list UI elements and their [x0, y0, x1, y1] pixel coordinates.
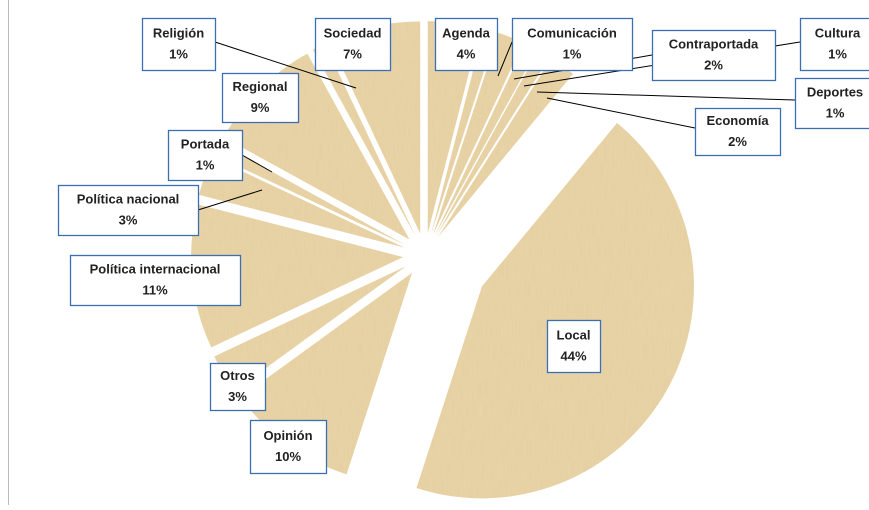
value-label: 3%	[119, 212, 138, 227]
leader-line	[547, 98, 695, 128]
category-label: Opinión	[263, 428, 312, 443]
category-label: Portada	[181, 136, 230, 151]
value-label: 11%	[142, 282, 168, 297]
category-label: Comunicación	[527, 25, 617, 40]
value-label: 2%	[728, 134, 747, 149]
category-label: Política internacional	[90, 261, 221, 276]
category-label: Economía	[706, 113, 769, 128]
category-label: Agenda	[442, 25, 490, 40]
category-label: Política nacional	[77, 191, 180, 206]
value-label: 44%	[560, 348, 586, 363]
category-label: Contraportada	[669, 36, 759, 51]
category-label: Otros	[220, 368, 255, 383]
value-label: 1%	[196, 157, 215, 172]
value-label: 2%	[704, 57, 723, 72]
value-label: 1%	[169, 46, 188, 61]
category-label: Regional	[233, 79, 288, 94]
value-label: 1%	[563, 46, 582, 61]
value-label: 4%	[457, 46, 476, 61]
value-label: 9%	[251, 100, 270, 115]
value-label: 1%	[828, 46, 847, 61]
value-label: 3%	[228, 389, 247, 404]
category-label: Local	[557, 327, 591, 342]
category-label: Deportes	[807, 84, 863, 99]
value-label: 7%	[343, 46, 362, 61]
value-label: 10%	[275, 449, 301, 464]
value-label: 1%	[826, 105, 845, 120]
category-label: Religión	[153, 25, 204, 40]
category-label: Cultura	[815, 25, 861, 40]
category-label: Sociedad	[324, 25, 382, 40]
leader-line	[537, 92, 795, 100]
